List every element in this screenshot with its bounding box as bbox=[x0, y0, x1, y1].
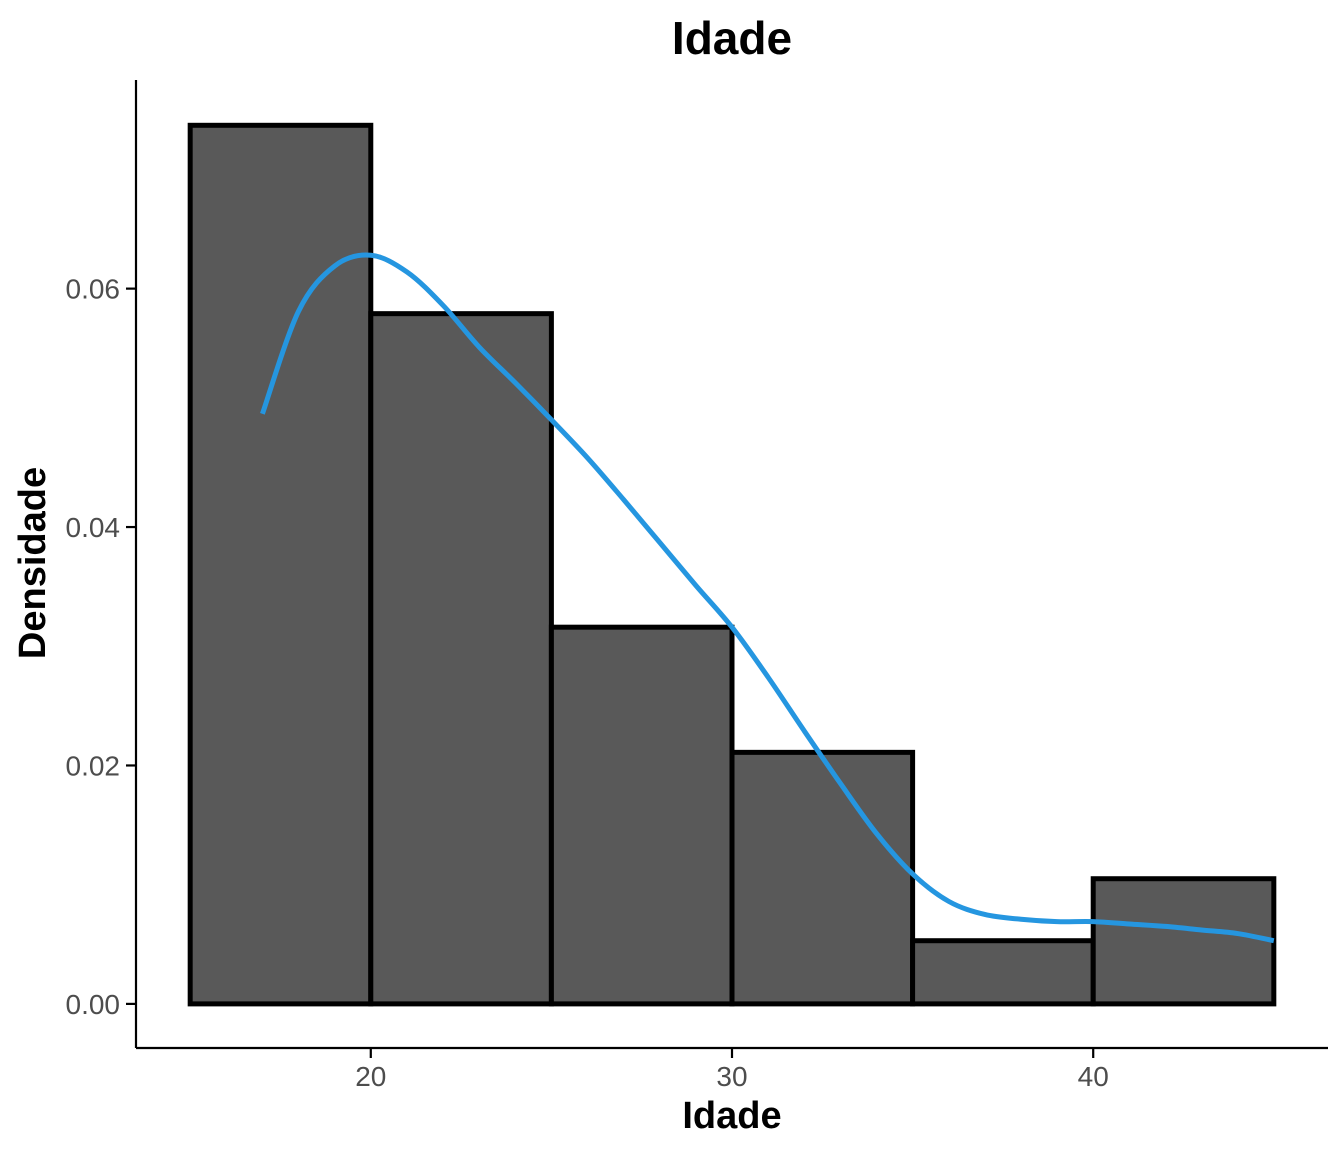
chart-title: Idade bbox=[672, 12, 792, 64]
histogram-bar-3 bbox=[548, 624, 735, 1007]
x-tick-label-30: 30 bbox=[716, 1061, 747, 1092]
histogram-bar-6 bbox=[1090, 876, 1277, 1007]
y-tick-label-0.04: 0.04 bbox=[66, 512, 121, 543]
density-curve-layer bbox=[260, 252, 1275, 944]
y-tick-label-0.02: 0.02 bbox=[66, 750, 121, 781]
x-axis-title: Idade bbox=[682, 1095, 781, 1137]
y-axis-title: Densidade bbox=[12, 467, 54, 659]
x-tick-label-40: 40 bbox=[1078, 1061, 1109, 1092]
histogram-bar-5 bbox=[910, 938, 1096, 1007]
y-tick-label-0.00: 0.00 bbox=[66, 989, 121, 1020]
histogram-bar-1 bbox=[187, 122, 374, 1007]
axes-layer: 20 30 40 0.00 0.02 0.04 0.06 bbox=[66, 80, 1328, 1092]
density-curve bbox=[260, 252, 1275, 944]
bars-layer bbox=[187, 122, 1277, 1007]
histogram-bar-4 bbox=[729, 749, 916, 1007]
histogram-bar-2 bbox=[368, 311, 554, 1007]
y-tick-label-0.06: 0.06 bbox=[66, 274, 121, 305]
x-tick-label-20: 20 bbox=[355, 1061, 386, 1092]
